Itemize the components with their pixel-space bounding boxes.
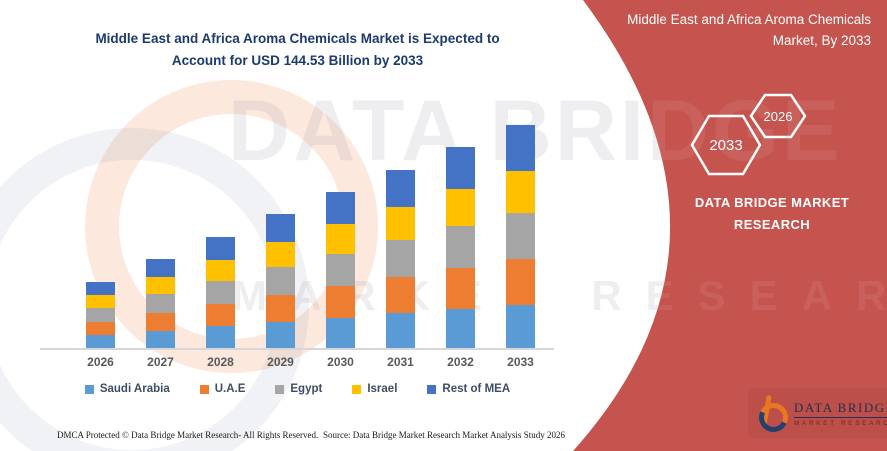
x-label-2029: 2029 — [267, 355, 294, 369]
segment-2027-egypt — [146, 294, 175, 313]
segment-2029-rest-of-mea — [266, 214, 295, 242]
hexagon-graphic: 2033 2026 — [690, 93, 807, 176]
bar-2029 — [266, 214, 295, 348]
segment-2033-israel — [506, 170, 535, 213]
segment-2027-rest-of-mea — [146, 259, 175, 278]
panel-title-line1: Middle East and Africa Aroma Chemicals — [627, 12, 871, 27]
segment-2029-saudi-arabia — [266, 321, 295, 348]
segment-2028-rest-of-mea — [206, 237, 235, 261]
segment-2026-israel — [86, 295, 115, 308]
logo-text: DATA BRIDGE MARKET RESEARCH — [794, 400, 887, 427]
hexagon-2033-icon — [690, 114, 762, 176]
panel-title-line2: Market, By 2033 — [772, 32, 871, 48]
segment-2030-rest-of-mea — [326, 192, 355, 225]
brand-name: DATA BRIDGE MARKET RESEARCH — [672, 192, 872, 236]
hexagon-2026-label: 2026 — [764, 109, 793, 124]
segment-2033-saudi-arabia — [506, 304, 535, 348]
legend-swatch-icon — [427, 384, 437, 394]
legend-item-saudi-arabia: Saudi Arabia — [84, 383, 170, 395]
x-label-2031: 2031 — [387, 355, 414, 369]
brand-line2: RESEARCH — [733, 217, 811, 233]
legend-item-rest-of-mea: Rest of MEA — [427, 383, 510, 395]
segment-2027-saudi-arabia — [146, 330, 175, 348]
bar-2027 — [146, 259, 175, 348]
segment-2028-israel — [206, 260, 235, 281]
segment-2026-saudi-arabia — [86, 335, 115, 348]
segment-2026-egypt — [86, 307, 115, 322]
segment-2027-israel — [146, 277, 175, 295]
logo-b-icon — [754, 393, 793, 437]
stacked-bar-chart — [86, 120, 535, 348]
legend-label: Egypt — [290, 383, 323, 395]
bar-2033 — [506, 124, 535, 348]
bar-2032 — [446, 147, 475, 348]
segment-2031-u-a-e — [386, 277, 415, 314]
segment-2026-u-a-e — [86, 321, 115, 335]
chart-title-line1: Middle East and Africa Aroma Chemicals M… — [95, 31, 500, 46]
segment-2028-egypt — [206, 280, 235, 304]
segment-2031-rest-of-mea — [386, 170, 415, 207]
legend-label: U.A.E — [214, 383, 246, 395]
segment-2030-israel — [326, 224, 355, 254]
segment-2033-egypt — [506, 212, 535, 260]
panel-title: Middle East and Africa Aroma Chemicals M… — [571, 10, 871, 52]
segment-2027-u-a-e — [146, 312, 175, 331]
segment-2032-rest-of-mea — [446, 147, 475, 189]
logo-subname: MARKET RESEARCH — [794, 419, 887, 427]
segment-2030-u-a-e — [326, 286, 355, 318]
hexagon-2033-label: 2033 — [709, 137, 742, 154]
segment-2032-u-a-e — [446, 268, 475, 309]
segment-2026-rest-of-mea — [86, 281, 115, 296]
segment-2029-u-a-e — [266, 294, 295, 322]
x-label-2028: 2028 — [207, 355, 234, 369]
bar-2030 — [326, 192, 355, 348]
segment-2030-saudi-arabia — [326, 317, 355, 348]
chart-title-line2: Account for USD 144.53 Billion by 2033 — [171, 52, 424, 68]
segment-2031-israel — [386, 206, 415, 241]
dbmr-logo: DATA BRIDGE MARKET RESEARCH — [748, 388, 887, 438]
legend-swatch-icon — [352, 384, 362, 394]
segment-2032-saudi-arabia — [446, 308, 475, 348]
x-label-2027: 2027 — [147, 355, 174, 369]
legend-swatch-icon — [84, 384, 94, 394]
brand-line1: DATA BRIDGE MARKET — [694, 195, 850, 210]
bar-2028 — [206, 237, 235, 348]
x-axis-line — [40, 348, 554, 350]
chart-title: Middle East and Africa Aroma Chemicals M… — [35, 28, 560, 71]
segment-2030-egypt — [326, 253, 355, 287]
x-label-2026: 2026 — [87, 355, 114, 369]
segment-2031-egypt — [386, 240, 415, 278]
legend-label: Saudi Arabia — [99, 383, 170, 395]
legend-item-u-a-e: U.A.E — [199, 383, 246, 395]
x-label-2032: 2032 — [447, 355, 474, 369]
dmca-notice: DMCA Protected © Data Bridge Market Rese… — [57, 430, 319, 440]
legend-item-israel: Israel — [352, 383, 397, 395]
hexagon-2026-icon — [749, 93, 807, 139]
segment-2032-israel — [446, 188, 475, 227]
segment-2029-egypt — [266, 266, 295, 295]
bar-2031 — [386, 170, 415, 348]
segment-2033-u-a-e — [506, 259, 535, 305]
segment-2028-u-a-e — [206, 303, 235, 327]
x-label-2033: 2033 — [507, 355, 534, 369]
x-label-2030: 2030 — [327, 355, 354, 369]
chart-legend: Saudi Arabia U.A.E Egypt Israel Rest of MEA — [40, 383, 555, 395]
legend-swatch-icon — [199, 384, 209, 394]
source-note: Source: Data Bridge Market Research Mark… — [323, 430, 565, 440]
segment-2031-saudi-arabia — [386, 313, 415, 348]
segment-2028-saudi-arabia — [206, 326, 235, 348]
bar-2026 — [86, 281, 115, 348]
legend-item-egypt: Egypt — [275, 383, 322, 395]
logo-name: DATA BRIDGE — [794, 400, 887, 418]
logo-b-bowl — [754, 398, 793, 437]
segment-2029-israel — [266, 241, 295, 267]
legend-label: Rest of MEA — [442, 383, 511, 395]
legend-label: Israel — [367, 383, 398, 395]
x-axis-labels: 2026 2027 2028 2029 2030 2031 2032 2033 — [86, 355, 535, 369]
legend-swatch-icon — [275, 384, 285, 394]
segment-2032-egypt — [446, 226, 475, 269]
segment-2033-rest-of-mea — [506, 124, 535, 171]
